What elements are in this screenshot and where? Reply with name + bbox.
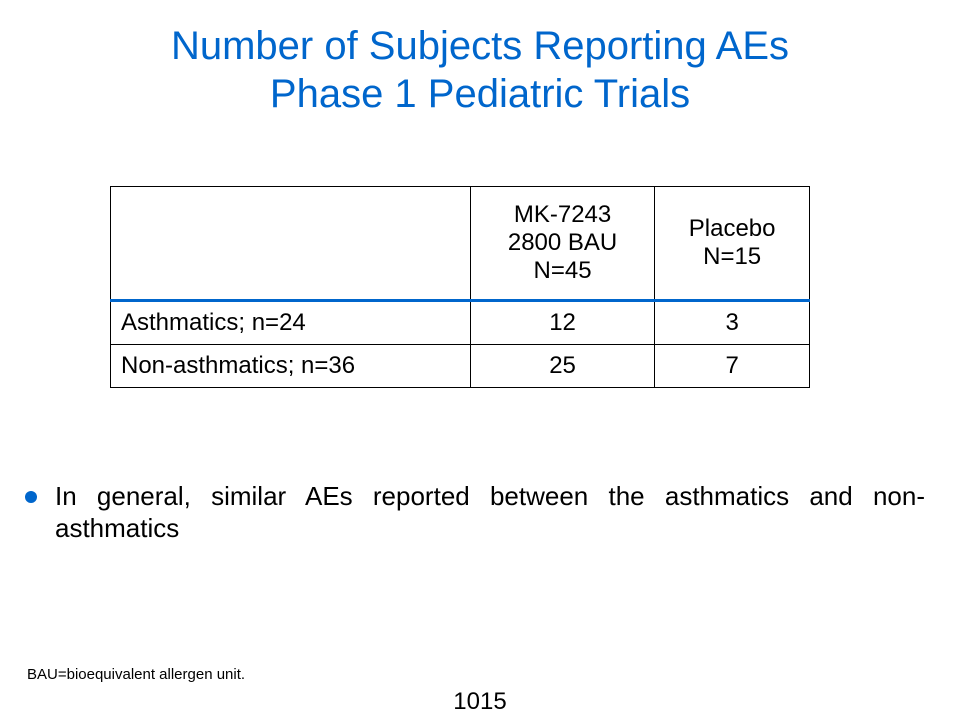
bullet-point: In general, similar AEs reported between… xyxy=(25,480,925,544)
title-line-2: Phase 1 Pediatric Trials xyxy=(269,72,691,116)
table-row: Asthmatics; n=24 12 3 xyxy=(110,300,810,345)
bullet-dot-icon xyxy=(25,491,37,503)
page-number: 1015 xyxy=(453,688,507,715)
cell-non-asthmatics-mk7243: 25 xyxy=(469,344,656,388)
table-header: MK-7243 2800 BAU N=45 Placebo N=15 xyxy=(110,186,810,302)
cell-asthmatics-placebo: 3 xyxy=(654,300,810,345)
header-blank-cell xyxy=(110,186,471,302)
bullet-text: In general, similar AEs reported between… xyxy=(55,481,925,543)
header-placebo-line-1: Placebo xyxy=(688,215,776,242)
header-placebo: Placebo N=15 xyxy=(654,186,810,302)
footnote: BAU=bioequivalent allergen unit. xyxy=(27,666,246,683)
title-line-1: Number of Subjects Reporting AEs xyxy=(170,24,790,68)
ae-table: MK-7243 2800 BAU N=45 Placebo N=15 Asthm… xyxy=(110,186,810,388)
table-row: Non-asthmatics; n=36 25 7 xyxy=(110,344,810,388)
header-placebo-line-2: N=15 xyxy=(703,243,762,270)
table-header-row: MK-7243 2800 BAU N=45 Placebo N=15 xyxy=(110,186,810,302)
cell-asthmatics-mk7243: 12 xyxy=(469,300,656,345)
table-body: Asthmatics; n=24 12 3 Non-asthmatics; n=… xyxy=(110,300,810,388)
header-mk7243-line-1: MK-7243 xyxy=(513,201,612,228)
cell-non-asthmatics-placebo: 7 xyxy=(654,344,810,388)
header-mk7243-line-3: N=45 xyxy=(533,257,592,284)
row-label-non-asthmatics: Non-asthmatics; n=36 xyxy=(110,344,471,388)
slide-title: Number of Subjects Reporting AEs Phase 1… xyxy=(0,22,960,118)
header-mk7243: MK-7243 2800 BAU N=45 xyxy=(469,186,656,302)
row-label-asthmatics: Asthmatics; n=24 xyxy=(110,300,471,345)
header-mk7243-line-2: 2800 BAU xyxy=(507,229,618,256)
